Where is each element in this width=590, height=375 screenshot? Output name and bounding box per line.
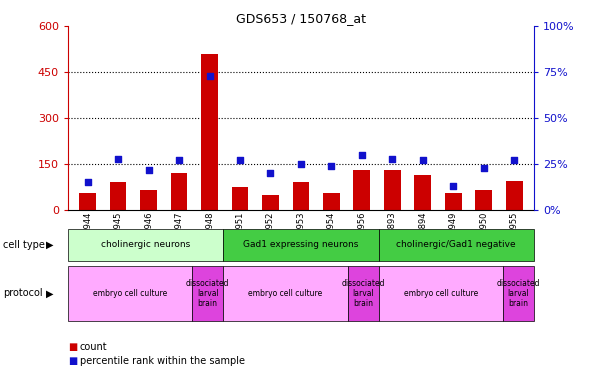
Text: Gad1 expressing neurons: Gad1 expressing neurons xyxy=(243,240,359,249)
Text: ▶: ▶ xyxy=(47,288,54,298)
Bar xyxy=(232,187,248,210)
Point xyxy=(266,170,275,176)
Point xyxy=(388,156,397,162)
Text: dissociated
larval
brain: dissociated larval brain xyxy=(186,279,230,308)
Point xyxy=(479,165,489,171)
Text: cholinergic/Gad1 negative: cholinergic/Gad1 negative xyxy=(396,240,516,249)
Bar xyxy=(414,175,431,210)
Bar xyxy=(476,190,492,210)
Text: ■: ■ xyxy=(68,342,77,352)
Point xyxy=(174,158,183,164)
Point xyxy=(509,158,519,164)
Text: cell type: cell type xyxy=(3,240,45,250)
Text: dissociated
larval
brain: dissociated larval brain xyxy=(497,279,540,308)
Point xyxy=(144,166,153,172)
Bar xyxy=(201,54,218,210)
Text: embryo cell culture: embryo cell culture xyxy=(248,289,323,298)
Text: ■: ■ xyxy=(68,356,77,366)
Bar xyxy=(445,193,461,210)
Bar xyxy=(293,183,309,210)
Point xyxy=(418,158,428,164)
Bar xyxy=(506,181,523,210)
Text: count: count xyxy=(80,342,107,352)
Bar xyxy=(353,170,370,210)
Point xyxy=(357,152,366,158)
Bar xyxy=(323,193,340,210)
Text: embryo cell culture: embryo cell culture xyxy=(404,289,478,298)
Point xyxy=(83,180,93,186)
Point xyxy=(235,158,245,164)
Text: cholinergic neurons: cholinergic neurons xyxy=(101,240,190,249)
Point xyxy=(448,183,458,189)
Text: ▶: ▶ xyxy=(47,240,54,250)
Bar xyxy=(171,173,188,210)
Text: embryo cell culture: embryo cell culture xyxy=(93,289,167,298)
Point xyxy=(296,161,306,167)
Bar xyxy=(110,183,126,210)
Text: dissociated
larval
brain: dissociated larval brain xyxy=(341,279,385,308)
Bar xyxy=(262,195,279,210)
Bar xyxy=(384,170,401,210)
Point xyxy=(327,163,336,169)
Bar xyxy=(140,190,157,210)
Point xyxy=(113,156,123,162)
Text: protocol: protocol xyxy=(3,288,42,298)
Title: GDS653 / 150768_at: GDS653 / 150768_at xyxy=(236,12,366,25)
Bar xyxy=(79,193,96,210)
Point xyxy=(205,73,214,79)
Text: percentile rank within the sample: percentile rank within the sample xyxy=(80,356,245,366)
